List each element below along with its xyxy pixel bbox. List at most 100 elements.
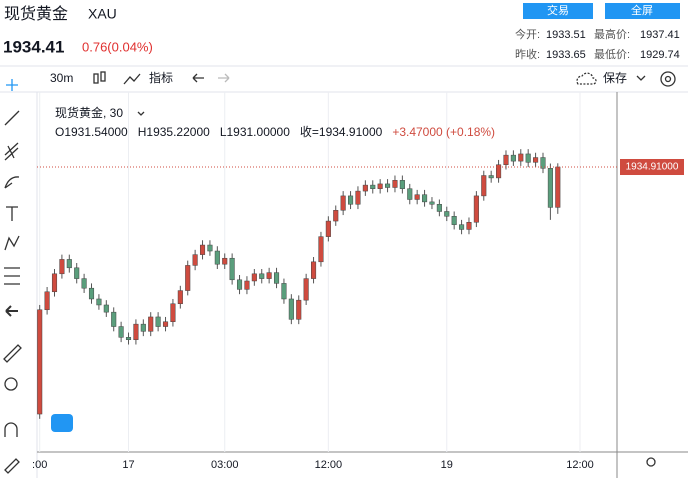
zoom-tool[interactable] xyxy=(4,377,18,391)
candle-body xyxy=(162,321,169,327)
candle-body xyxy=(288,298,294,320)
crosshair-tool[interactable] xyxy=(6,79,18,91)
cloud-icon[interactable] xyxy=(576,72,597,85)
candle-body xyxy=(459,224,465,230)
candle-body xyxy=(185,265,191,291)
x-tick-label: 12:00 xyxy=(566,459,594,471)
settings[interactable] xyxy=(660,71,676,87)
candle-body xyxy=(473,195,479,223)
x-tick-label: :00 xyxy=(32,459,47,471)
stat-value: 1933.51 xyxy=(546,29,586,41)
candle-body xyxy=(170,303,176,322)
text-tool[interactable] xyxy=(6,206,18,221)
fullscreen-button[interactable] xyxy=(605,3,680,19)
candle-body xyxy=(503,154,509,165)
drawing-toolbar xyxy=(3,79,22,474)
measure-tool[interactable] xyxy=(3,344,22,363)
chart-type-button[interactable] xyxy=(93,71,106,84)
candle-body xyxy=(118,326,124,338)
candle-body xyxy=(155,316,161,327)
candle-body xyxy=(407,188,413,200)
candle-body xyxy=(266,272,272,279)
last-price-tag xyxy=(620,159,684,176)
current-price: 1934.41 xyxy=(3,37,64,56)
candle-body xyxy=(399,180,405,189)
pattern-tool[interactable] xyxy=(4,235,20,251)
trade-button-label[interactable]: 交易 xyxy=(547,3,569,17)
candle-body xyxy=(140,323,146,332)
lock-tool[interactable] xyxy=(4,458,20,474)
candle-body xyxy=(222,257,228,265)
redo[interactable] xyxy=(218,73,230,83)
candle-body xyxy=(422,194,428,203)
candle-body xyxy=(74,267,80,279)
candle-body xyxy=(81,278,87,289)
legend-menu[interactable] xyxy=(137,111,145,116)
candle-body xyxy=(251,273,257,282)
candle-body xyxy=(259,273,265,279)
logo xyxy=(51,414,73,432)
stat-label: 今开: xyxy=(515,27,540,41)
trade-button[interactable] xyxy=(523,3,593,19)
axis-settings[interactable] xyxy=(646,457,656,467)
ohlc-value: L1931.00000 xyxy=(220,125,290,139)
stat-value: 1933.65 xyxy=(546,49,586,61)
candle-body xyxy=(385,183,391,188)
candle-body xyxy=(96,298,102,306)
candle-body xyxy=(540,157,546,169)
candle-body xyxy=(303,278,309,301)
candle-body xyxy=(37,309,43,415)
candle-body xyxy=(281,283,287,300)
trendline-tool[interactable] xyxy=(4,110,20,126)
candle-body xyxy=(547,168,553,208)
x-tick-label: 17 xyxy=(122,459,134,471)
indicator-button[interactable]: 指标 xyxy=(149,70,173,85)
undo[interactable] xyxy=(192,73,204,83)
candle-body xyxy=(88,287,95,300)
stat-value: 1937.41 xyxy=(640,29,680,41)
candle-body xyxy=(244,280,250,290)
fib-tool[interactable] xyxy=(4,142,19,161)
indicator-icon[interactable] xyxy=(123,73,141,85)
candle-body xyxy=(451,216,457,225)
stat-value: 1929.74 xyxy=(640,49,680,61)
save-menu[interactable] xyxy=(636,75,646,81)
candle-body xyxy=(207,244,213,252)
instrument-title: 现货黄金 xyxy=(4,5,68,23)
candle-body xyxy=(125,337,132,340)
candle-body xyxy=(214,250,220,265)
interval-button[interactable]: 30m xyxy=(50,71,73,85)
fullscreen-button-label[interactable]: 全屏 xyxy=(631,3,653,17)
last-price-label: 1934.91000 xyxy=(626,162,679,173)
candle-body xyxy=(311,261,317,279)
stat-label: 昨收: xyxy=(515,47,540,61)
x-tick-label: 12:00 xyxy=(315,459,343,471)
candle-body xyxy=(177,290,183,305)
save-button[interactable]: 保存 xyxy=(603,71,627,85)
candle-body xyxy=(436,204,442,212)
brush-tool[interactable] xyxy=(4,176,20,189)
candle-body xyxy=(229,257,235,281)
candle-body xyxy=(429,201,435,205)
x-tick-label: 19 xyxy=(441,459,453,471)
candle-body xyxy=(518,153,524,162)
candle-body xyxy=(66,259,72,269)
candle-body xyxy=(466,222,472,230)
candle-body xyxy=(59,259,65,275)
candle-body xyxy=(444,211,450,217)
candle-body xyxy=(236,279,243,290)
ohlc-value: 收=1934.91000 xyxy=(300,125,383,139)
candle-body xyxy=(555,166,561,208)
back-tool[interactable] xyxy=(5,305,18,317)
ohlc-value: +3.47000 (+0.18%) xyxy=(392,125,495,139)
candle-body xyxy=(44,291,50,311)
candle-body xyxy=(192,254,198,266)
candle-body xyxy=(51,273,58,293)
candle-body xyxy=(510,154,516,162)
magnet-tool[interactable] xyxy=(4,422,18,437)
prediction-tool[interactable] xyxy=(4,267,20,285)
candle-body xyxy=(325,220,331,237)
candle-body xyxy=(488,175,494,179)
price-change: 0.76(0.04%) xyxy=(82,39,153,54)
candle-body xyxy=(481,175,487,197)
